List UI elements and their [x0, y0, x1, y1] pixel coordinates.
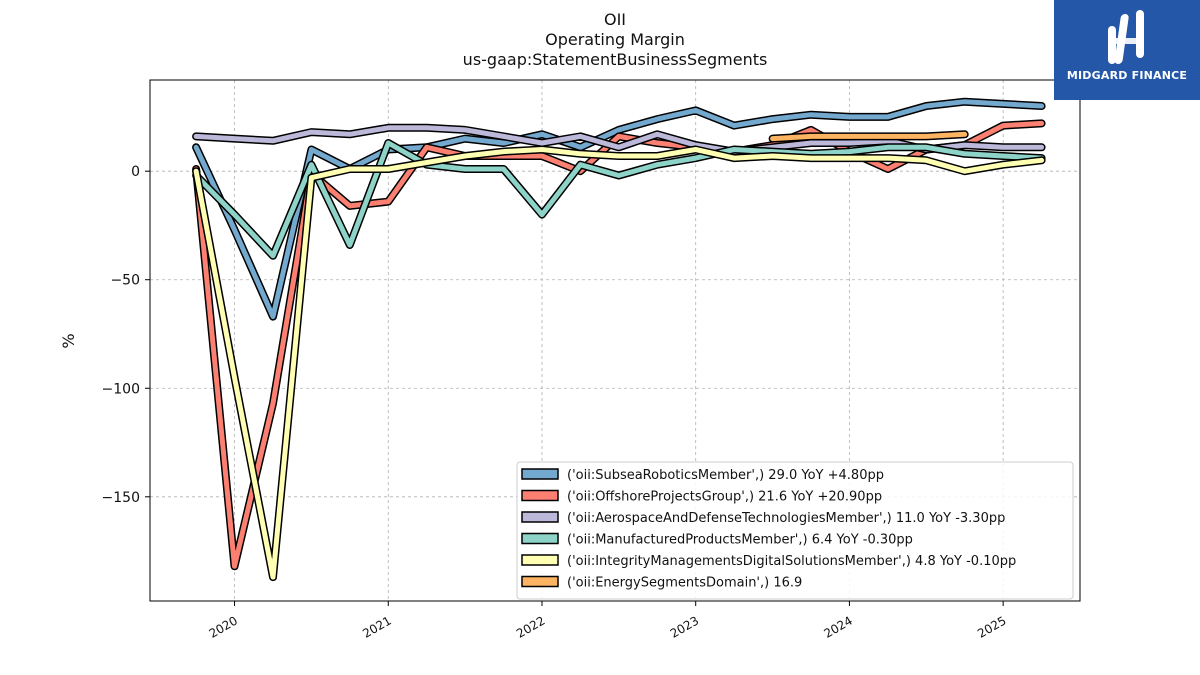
y-tick-label: 0 — [131, 164, 140, 180]
y-axis-label: % — [59, 333, 78, 348]
series-5 — [768, 130, 969, 143]
logo-mark-icon — [1108, 10, 1144, 64]
series-4 — [192, 145, 1046, 582]
x-tick-label: 2024 — [821, 613, 854, 640]
legend-swatch — [521, 489, 559, 502]
logo-text: MIDGARD FINANCE — [1066, 69, 1188, 82]
legend-swatch — [521, 554, 559, 566]
x-tick-label: 2025 — [975, 613, 1008, 640]
y-tick-label: −50 — [110, 273, 140, 289]
y-tick-label: −150 — [102, 490, 140, 506]
legend: ('oii:SubseaRoboticsMember',) 29.0 YoY +… — [516, 461, 1074, 600]
legend-label: ('oii:SubseaRoboticsMember',) 29.0 YoY +… — [567, 468, 884, 483]
chart-subtitle: Operating Margin — [545, 30, 685, 49]
y-tick-label: −100 — [102, 381, 140, 397]
plot-frame — [149, 79, 1081, 602]
x-tick-label: 2023 — [668, 613, 701, 640]
series-line — [193, 99, 1045, 320]
legend-label: ('oii:ManufacturedProductsMember',) 6.4 … — [567, 533, 913, 548]
x-tick-label: 2020 — [207, 613, 240, 640]
series-layer — [192, 97, 1046, 582]
chart-subtitle-2: us-gaap:StatementBusinessSegments — [462, 50, 768, 69]
legend-label: ('oii:IntegrityManagementsDigitalSolutio… — [567, 554, 1016, 569]
legend-label: ('oii:AerospaceAndDefenseTechnologiesMem… — [567, 511, 1005, 526]
legend-swatch — [521, 511, 559, 523]
legend-label: ('oii:OffshoreProjectsGroup',) 21.6 YoY … — [567, 490, 882, 505]
legend-box — [516, 461, 1074, 600]
series-line — [770, 131, 968, 142]
series-0 — [192, 97, 1046, 321]
x-tick-label: 2021 — [360, 613, 393, 640]
legend-swatch — [521, 468, 559, 480]
chart-title: OII — [603, 10, 627, 29]
legend-label: ('oii:EnergySegmentsDomain',) 16.9 — [567, 576, 802, 591]
series-line — [193, 140, 1045, 259]
chart-title-block: OII Operating Margin us-gaap:StatementBu… — [150, 10, 1080, 70]
legend-swatch — [521, 532, 559, 545]
x-tick-label: 2022 — [514, 613, 547, 640]
series-3 — [192, 139, 1046, 260]
series-line — [193, 147, 1045, 580]
midgard-finance-logo: MIDGARD FINANCE — [1054, 0, 1200, 100]
legend-swatch — [521, 575, 559, 588]
